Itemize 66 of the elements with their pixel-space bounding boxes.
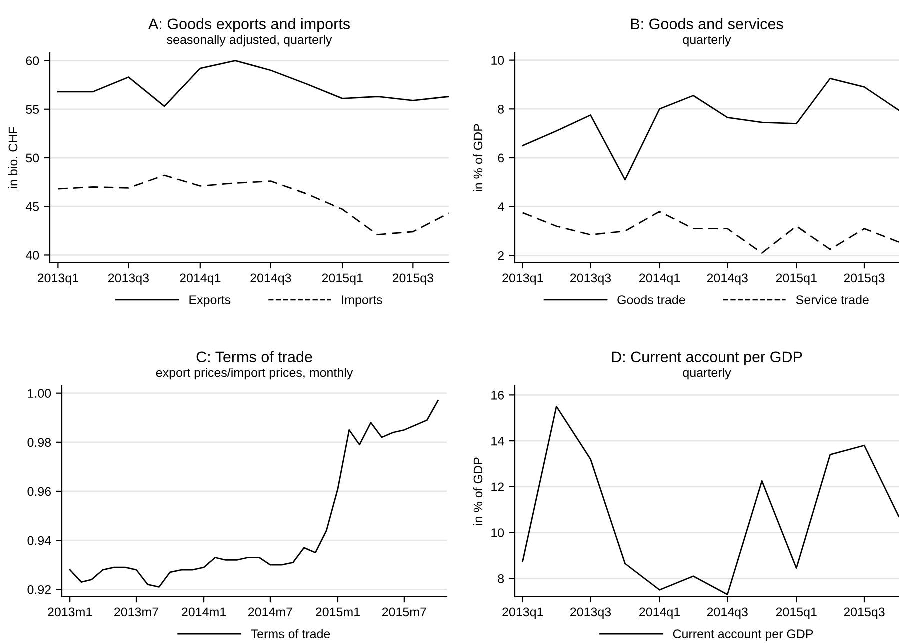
x-tick-label: 2015q1 bbox=[776, 608, 817, 620]
x-tick-label: 2013q1 bbox=[502, 608, 544, 620]
y-tick-label: 8 bbox=[498, 574, 504, 584]
y-tick-label: 0.98 bbox=[28, 438, 52, 448]
x-tick-label: 2013q3 bbox=[570, 274, 612, 286]
x-tick-label: 2013m1 bbox=[48, 608, 92, 617]
y-tick-label: 1.00 bbox=[28, 389, 52, 398]
y-tick-label: 45 bbox=[26, 202, 40, 212]
x-tick-label: 2015m1 bbox=[316, 608, 360, 617]
x-tick-label: 2014q3 bbox=[250, 274, 292, 286]
y-tick-label: 50 bbox=[26, 154, 40, 163]
y-tick-label: 12 bbox=[492, 482, 504, 492]
x-tick-label: 2013q1 bbox=[502, 274, 544, 286]
legend-label: Current account per GDP bbox=[673, 630, 814, 641]
line-series bbox=[69, 400, 439, 588]
line-series bbox=[522, 78, 899, 181]
x-tick-label: 2013q1 bbox=[38, 274, 78, 286]
chart-title: B: Goods and services bbox=[631, 18, 784, 30]
x-tick-label: 2014q1 bbox=[180, 274, 221, 286]
y-axis-title: in % of GDP bbox=[473, 458, 483, 526]
line-series bbox=[522, 211, 899, 254]
y-tick-label: 10 bbox=[492, 528, 504, 538]
chart-subtitle: quarterly bbox=[683, 35, 732, 47]
y-tick-label: 4 bbox=[498, 202, 504, 212]
y-tick-label: 6 bbox=[498, 154, 504, 163]
x-tick-label: 2014q1 bbox=[640, 274, 680, 286]
x-tick-label: 2014m7 bbox=[248, 608, 292, 617]
legend-label: Terms of trade bbox=[251, 629, 330, 639]
legend-label: Service trade bbox=[796, 295, 869, 304]
x-tick-label: 2013q3 bbox=[570, 608, 612, 620]
chart-subtitle: seasonally adjusted, quarterly bbox=[167, 35, 332, 47]
legend-label: Exports bbox=[190, 296, 231, 307]
y-tick-label: 14 bbox=[492, 436, 504, 446]
chart-subtitle: export prices/import prices, monthly bbox=[156, 368, 354, 380]
chart-title: D: Current account per GDP bbox=[612, 352, 802, 366]
y-tick-label: 10 bbox=[492, 56, 504, 65]
y-tick-label: 8 bbox=[498, 104, 504, 114]
legend-label: Goods trade bbox=[618, 295, 686, 304]
x-tick-label: 2014q1 bbox=[640, 608, 680, 620]
chart-subtitle: quarterly bbox=[683, 368, 732, 380]
line-series bbox=[57, 60, 449, 108]
y-tick-label: 2 bbox=[498, 251, 504, 260]
y-axis-title: in % of GDP bbox=[473, 124, 483, 192]
y-tick-label: 0.94 bbox=[28, 536, 52, 546]
x-tick-label: 2015q1 bbox=[776, 274, 817, 286]
x-tick-label: 2013m7 bbox=[114, 608, 158, 617]
y-tick-label: 60 bbox=[26, 56, 40, 66]
x-tick-label: 2014q3 bbox=[707, 274, 748, 286]
x-tick-label: 2015q3 bbox=[392, 274, 434, 286]
x-tick-label: 2014m1 bbox=[182, 608, 226, 617]
line-series bbox=[57, 174, 449, 236]
x-tick-label: 2015q3 bbox=[844, 608, 885, 620]
y-tick-label: 40 bbox=[26, 251, 40, 260]
y-tick-label: 55 bbox=[26, 105, 40, 114]
x-tick-label: 2015m7 bbox=[382, 608, 426, 617]
y-tick-label: 0.92 bbox=[28, 585, 51, 594]
y-axis-title: in bio. CHF bbox=[8, 127, 18, 188]
chart-title: A: Goods exports and imports bbox=[148, 18, 350, 33]
y-tick-label: 16 bbox=[492, 390, 504, 400]
y-tick-label: 0.96 bbox=[28, 487, 52, 496]
x-tick-label: 2014q3 bbox=[707, 608, 748, 620]
x-tick-label: 2015q1 bbox=[322, 274, 363, 286]
legend-label: Imports bbox=[342, 296, 382, 307]
x-tick-label: 2013q3 bbox=[108, 274, 150, 286]
x-tick-label: 2015q3 bbox=[844, 274, 885, 286]
chart-title: C: Terms of trade bbox=[196, 351, 312, 363]
